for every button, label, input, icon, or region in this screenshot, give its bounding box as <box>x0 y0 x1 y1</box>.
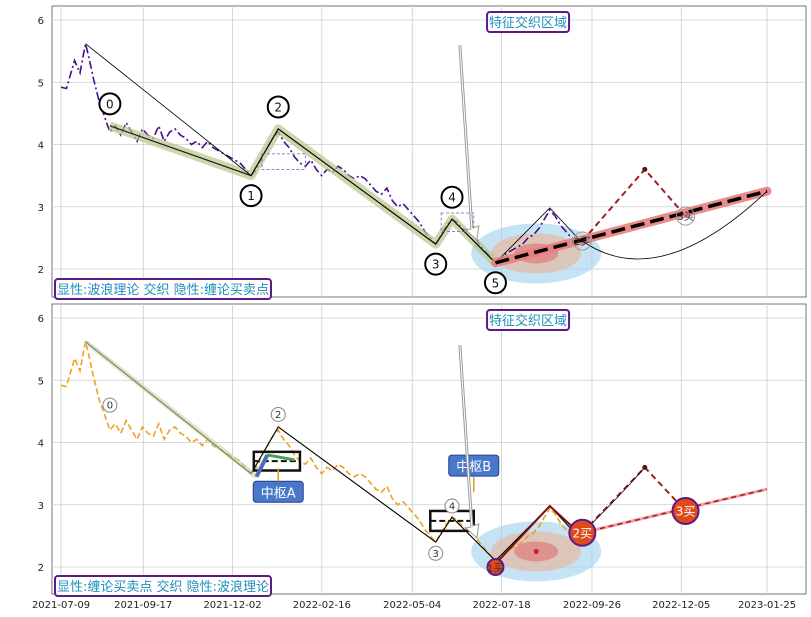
region-label: 特征交织区域 <box>489 15 567 31</box>
projection-peak <box>642 464 648 470</box>
x-tick-label: 2021-12-02 <box>203 600 261 611</box>
plot-area <box>51 5 807 298</box>
buy-point-label: 2买 <box>573 526 593 540</box>
wave-label: 0 <box>106 97 114 111</box>
hidden-wave-label: 4 <box>449 501 455 512</box>
region-arrow <box>458 344 480 540</box>
wave-label: 2 <box>274 100 282 114</box>
buy-point-label: 3买 <box>676 504 696 518</box>
hub-label-box <box>448 454 500 477</box>
hidden-wave-marker <box>428 545 444 561</box>
y-tick-label: 2 <box>38 563 44 574</box>
hidden-wave-label: 0 <box>107 401 113 412</box>
buy-point-marker <box>568 518 597 547</box>
legend-text: 显性:波浪理论 交织 隐性:缠论买卖点 <box>57 282 269 298</box>
x-tick-label: 2022-02-16 <box>293 600 351 611</box>
y-tick-label: 4 <box>38 141 44 152</box>
buy-point-label: 1买 <box>487 563 503 575</box>
hub-box-1 <box>261 153 306 170</box>
wave-marker-3 <box>424 252 448 276</box>
x-tick-label: 2022-05-04 <box>383 600 441 611</box>
panel-bottom: 2021-07-09 2021-09-17 2021-12-02 2022-02-16… <box>32 303 807 611</box>
hub-label: 中枢B <box>456 460 491 475</box>
wave-label: 1 <box>247 189 255 203</box>
region-arrow <box>458 44 480 242</box>
wave-label: 5 <box>492 276 500 290</box>
hub-stroke-blue <box>254 454 270 478</box>
y-tick-label: 2 <box>38 265 44 276</box>
region-label-box <box>486 309 571 331</box>
legend-text: 显性:缠论买卖点 交织 隐性:波浪理论 <box>57 579 269 595</box>
x-tick-label: 2022-07-18 <box>472 600 530 611</box>
region-label: 特征交织区域 <box>489 313 567 329</box>
y-tick-label: 4 <box>38 439 44 450</box>
legend-box <box>54 278 272 300</box>
x-tick-label: 2021-07-09 <box>32 600 90 611</box>
region-label-box <box>486 11 571 33</box>
y-tick-label: 6 <box>38 314 44 325</box>
wave-marker-1 <box>239 184 263 208</box>
hidden-buy-label: 2买 <box>574 236 590 248</box>
bi-band <box>83 339 259 479</box>
hub-label: 中枢A <box>261 486 296 501</box>
hidden-wave-marker <box>444 498 460 514</box>
plot-area <box>51 303 807 595</box>
hidden-buy-marker <box>572 231 592 251</box>
y-tick-label: 5 <box>38 78 44 89</box>
x-tick-label: 2021-09-17 <box>114 600 172 611</box>
hub-box-2 <box>440 212 475 233</box>
wave-label: 3 <box>432 258 440 272</box>
y-tick-label: 5 <box>38 376 44 387</box>
interweave-center-dot <box>533 548 539 554</box>
y-tick-label: 6 <box>38 16 44 27</box>
y-tick-label: 3 <box>38 501 44 512</box>
wave-label: 4 <box>448 191 456 205</box>
wave-marker-2 <box>266 95 290 119</box>
hidden-buy-label: 3买 <box>677 211 693 223</box>
hidden-wave-label: 2 <box>275 410 281 421</box>
wave-marker-4 <box>440 185 464 209</box>
x-tick-label: 2023-01-25 <box>738 600 796 611</box>
projection-peak <box>642 166 648 172</box>
y-tick-label: 3 <box>38 203 44 214</box>
wave-marker-5 <box>483 271 507 295</box>
projection-arc <box>582 190 768 260</box>
buy-point-marker <box>486 558 505 576</box>
x-tick-label: 2022-09-26 <box>563 600 621 611</box>
hub-stroke-green <box>267 453 295 462</box>
hidden-wave-label: 3 <box>433 549 439 560</box>
legend-box <box>54 575 272 597</box>
hidden-wave-marker <box>270 406 286 422</box>
hidden-buy-marker <box>676 206 696 226</box>
hidden-wave-marker <box>102 397 118 413</box>
x-tick-label: 2022-12-05 <box>652 600 710 611</box>
wave-marker-0 <box>98 92 122 116</box>
trend-line <box>495 189 768 265</box>
buy-point-marker <box>671 496 700 525</box>
